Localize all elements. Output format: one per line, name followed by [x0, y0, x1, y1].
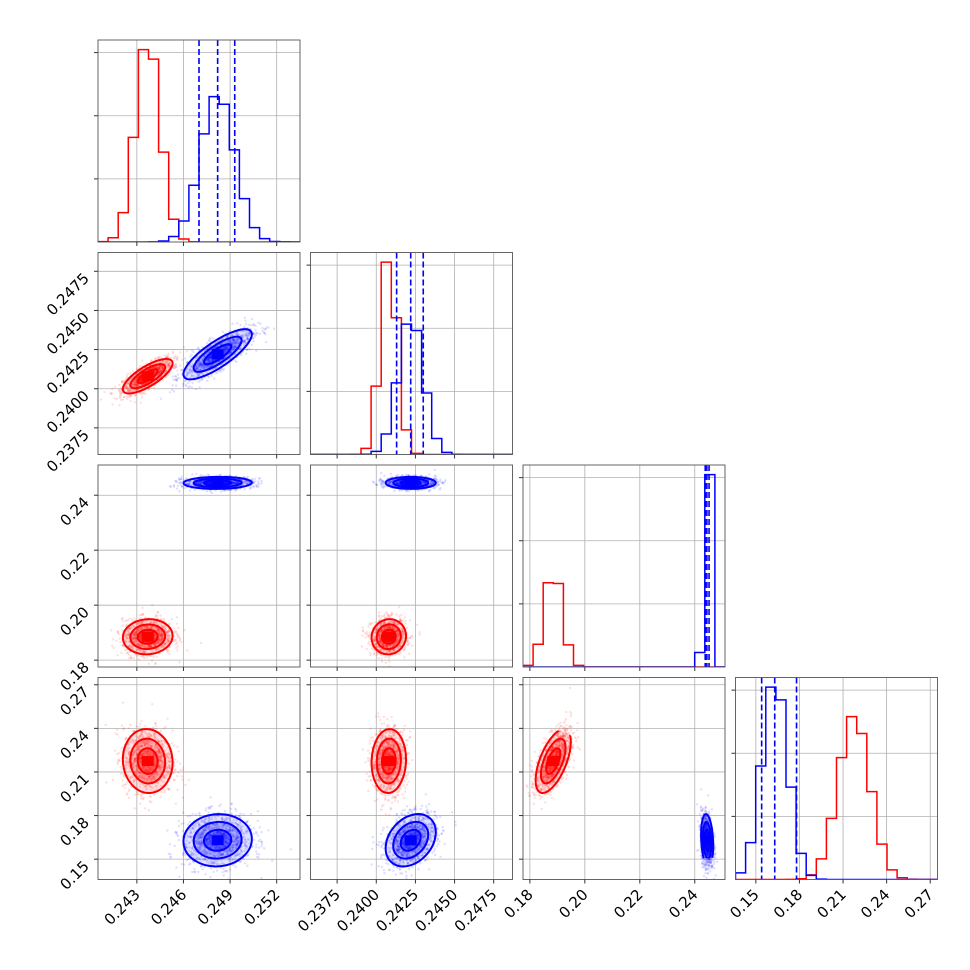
panel-frame [310, 677, 513, 880]
blue-histogram [735, 686, 938, 880]
ytick-label: 0.21 [56, 770, 92, 806]
panel-3-3 [731, 677, 938, 884]
panel-frame [97, 39, 301, 243]
xtick-label: 0.27 [901, 886, 937, 922]
red-peak [141, 756, 154, 767]
xtick-label: 0.2425 [372, 886, 422, 936]
xtick-label: 0.2450 [412, 886, 462, 936]
panel-frame [522, 677, 726, 880]
panel-frame [522, 464, 726, 668]
panel-frame [97, 464, 301, 668]
panel-2-3 [519, 677, 726, 884]
panel-frame [310, 464, 513, 668]
ytick-label: 0.2375 [43, 426, 93, 476]
xtick-label: 0.15 [726, 886, 762, 922]
xtick-label: 0.21 [814, 886, 850, 922]
xtick-label: 0.24 [857, 886, 893, 922]
blue-peak [211, 349, 224, 360]
panel-0-1 [94, 252, 301, 459]
blue-peak [701, 835, 714, 846]
panel-frame [310, 252, 513, 455]
blue-peak [211, 835, 224, 846]
panel-frame [97, 252, 301, 455]
xtick-label: 0.24 [665, 886, 701, 922]
panel-0-2 [94, 464, 301, 671]
xtick-label: 0.2475 [451, 886, 501, 936]
ytick-label: 0.18 [56, 814, 92, 850]
panel-1-3 [306, 677, 513, 884]
xtick-label: 0.22 [610, 886, 646, 922]
gridlines [98, 465, 300, 667]
ytick-label: 0.24 [56, 493, 92, 529]
red-peak [547, 756, 560, 767]
red-peak [141, 371, 154, 382]
xtick-label: 0.249 [194, 886, 237, 929]
ytick-label: 0.22 [56, 548, 92, 584]
ytick-label: 0.20 [56, 603, 92, 639]
xtick-label: 0.20 [555, 886, 591, 922]
xtick-label: 0.243 [101, 886, 144, 929]
gridlines [523, 465, 725, 667]
xtick-label: 0.2400 [333, 886, 383, 936]
blue-peak [211, 477, 224, 488]
xtick-label: 0.18 [500, 886, 536, 922]
red-peak [382, 631, 395, 642]
ytick-label: 0.2475 [43, 269, 93, 319]
xtick-label: 0.18 [770, 886, 806, 922]
ytick-label: 0.2400 [43, 387, 93, 437]
panel-0-3 [94, 677, 301, 884]
ytick-label: 0.24 [56, 726, 92, 762]
red-histogram [98, 48, 300, 242]
panel-1-2 [306, 464, 513, 671]
xtick-label: 0.246 [147, 886, 190, 929]
ytick-label: 0.15 [56, 857, 92, 893]
blue-peak [404, 477, 417, 488]
panel-frame [735, 677, 938, 880]
xtick-label: 0.2375 [294, 886, 344, 936]
panel-frame [97, 677, 301, 880]
red-peak [141, 631, 154, 642]
blue-peak [404, 835, 417, 846]
panel-2-2 [519, 464, 726, 671]
red-peak [382, 756, 395, 767]
ytick-label: 0.2450 [43, 309, 93, 359]
panel-1-1 [306, 252, 513, 459]
xtick-label: 0.252 [240, 886, 283, 929]
panel-0-0 [94, 39, 301, 246]
gridlines [310, 465, 513, 667]
gridlines [523, 677, 725, 880]
ytick-label: 0.2425 [43, 348, 93, 398]
